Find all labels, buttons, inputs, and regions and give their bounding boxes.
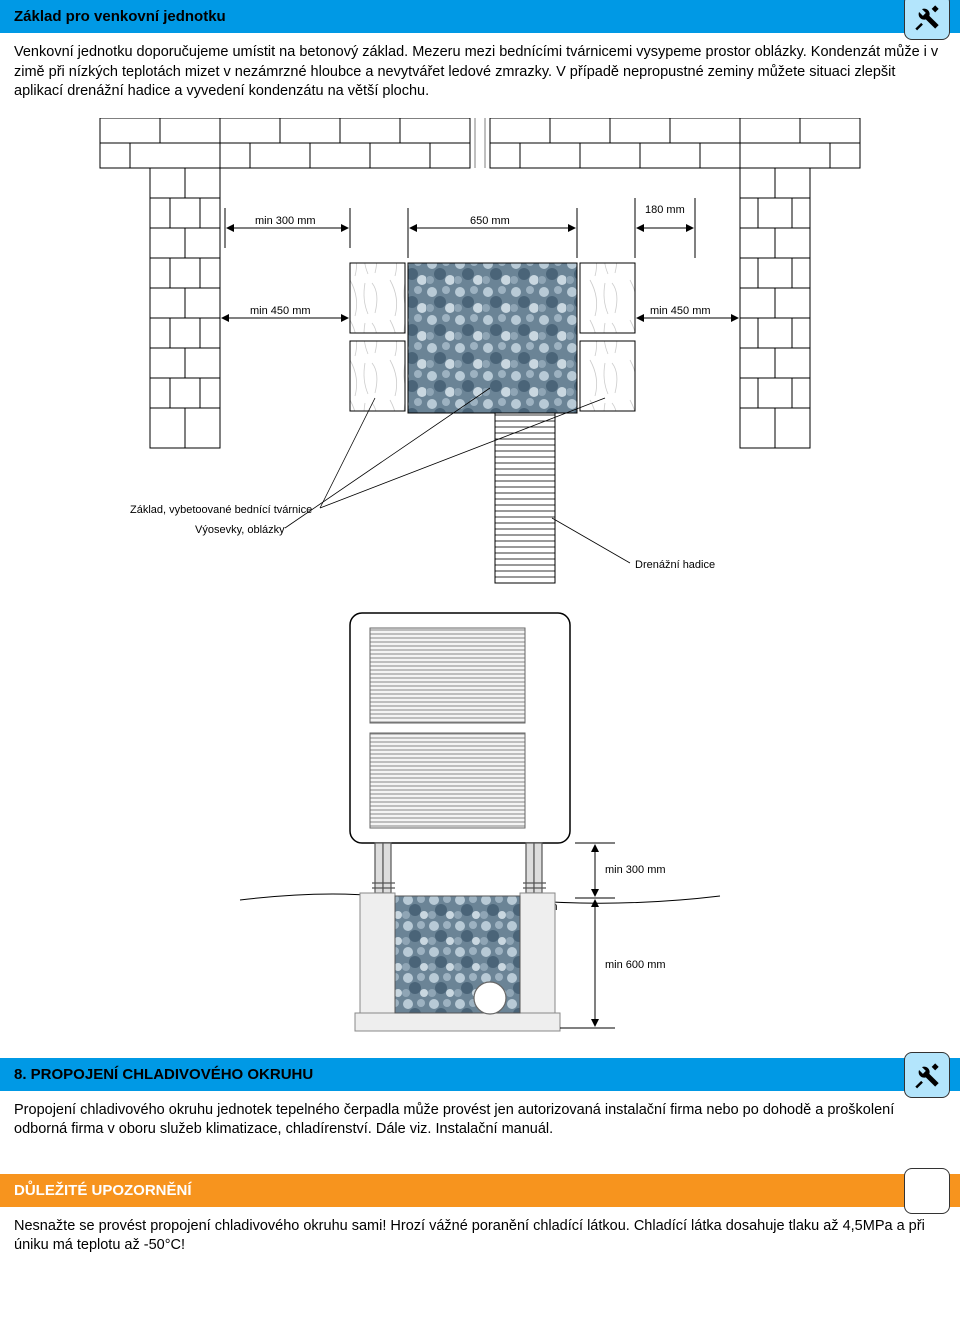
section2-title: 8. PROPOJENÍ CHLADIVOVÉHO OKRUHU <box>14 1066 313 1083</box>
warning-paragraph: Nesnažte se provést propojení chladivové… <box>0 1207 960 1262</box>
tools-icon <box>904 0 950 40</box>
caption-base: Základ, vybetoované bednící tvárnice <box>130 504 312 516</box>
dim-450l: min 450 mm <box>250 305 311 317</box>
diagram-top-view: min 300 mm 650 mm 180 mm min 450 mm min … <box>0 108 960 598</box>
caption-drain: Drenážní hadice <box>635 559 715 571</box>
section1-paragraph: Venkovní jednotku doporučujeme umístit n… <box>0 33 960 108</box>
section-header-circuit: 8. PROPOJENÍ CHLADIVOVÉHO OKRUHU <box>0 1058 960 1091</box>
section-title: Základ pro venkovní jednotku <box>14 8 226 25</box>
tools-icon <box>904 1052 950 1098</box>
dim-450r: min 450 mm <box>650 305 711 317</box>
exclaim-icon: ! <box>904 1168 950 1214</box>
dim-650: 650 mm <box>470 215 510 227</box>
warning-header: DŮLEŽITÉ UPOZORNĚNÍ ! <box>0 1174 960 1207</box>
dim-180: 180 mm <box>645 204 685 216</box>
warning-title: DŮLEŽITÉ UPOZORNĚNÍ <box>14 1182 192 1199</box>
diagram-side-view: Terén min 300 mm min 600 mm <box>0 598 960 1048</box>
dim2-300: min 300 mm <box>605 864 666 876</box>
dim2-600: min 600 mm <box>605 959 666 971</box>
section-header-foundation: Základ pro venkovní jednotku <box>0 0 960 33</box>
caption-pebbles: Výosevky, oblázky <box>195 524 285 536</box>
section2-paragraph: Propojení chladivového okruhu jednotek t… <box>0 1091 960 1146</box>
dim-300: min 300 mm <box>255 215 316 227</box>
